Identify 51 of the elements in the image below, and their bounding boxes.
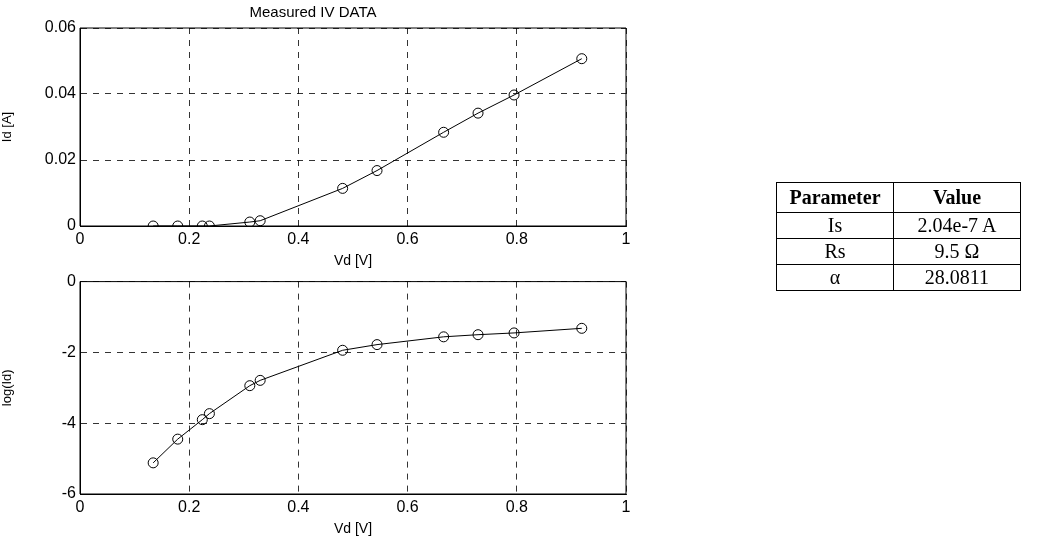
- x-tick-label: 1: [621, 230, 631, 248]
- x-tick-label: 0.6: [396, 498, 419, 516]
- text: 28.0811: [924, 266, 990, 288]
- text: Rs: [824, 240, 846, 262]
- y-tick-label: 0.06: [44, 18, 77, 36]
- point: [508, 327, 520, 339]
- y-tick-label: -6: [61, 484, 77, 502]
- y-tick-label: -2: [61, 342, 77, 360]
- x-tick-label: 0.2: [178, 498, 201, 516]
- category-label: Parameter: [776, 182, 894, 213]
- text: 9.5 Ω: [934, 240, 980, 262]
- x-tick-label: 0.8: [505, 230, 529, 248]
- point: [337, 182, 349, 194]
- y-tick-label: 0.02: [44, 150, 77, 168]
- x-tick-label: 0.4: [287, 230, 310, 248]
- point: [576, 322, 588, 334]
- x-tick-label: 1: [621, 498, 631, 516]
- chart-title: Measured IV DATA: [249, 3, 377, 21]
- category-label: Value: [893, 182, 1021, 213]
- point: [438, 126, 450, 138]
- point: [508, 89, 520, 101]
- y-tick-label: 0: [67, 216, 77, 234]
- point: [472, 329, 484, 341]
- point: [147, 457, 159, 469]
- y-axis-title: Id [A]: [0, 111, 15, 143]
- point: [244, 380, 256, 392]
- point: [254, 215, 266, 226]
- y-tick-label: 0: [67, 272, 77, 290]
- point: [371, 165, 383, 177]
- text: α: [829, 266, 841, 288]
- x-tick-label: 0.6: [396, 230, 419, 248]
- point: [371, 339, 383, 351]
- y-tick-label: -4: [61, 413, 77, 431]
- x-tick-label: 0.4: [287, 498, 310, 516]
- x-axis-title: Vd [V]: [333, 252, 373, 269]
- point: [172, 433, 184, 445]
- text: Is: [827, 214, 843, 236]
- point: [203, 408, 215, 420]
- point: [244, 216, 256, 226]
- point: [337, 344, 349, 356]
- x-tick-label: 0.8: [505, 498, 529, 516]
- x-axis-title: Vd [V]: [333, 520, 373, 537]
- x-tick-label: 0.2: [178, 230, 201, 248]
- point: [254, 374, 266, 386]
- y-axis-title: log(Id): [0, 369, 15, 407]
- point: [196, 414, 208, 426]
- y-tick-label: 0.04: [44, 84, 77, 102]
- text: 2.04e-7 A: [917, 214, 997, 236]
- point: [472, 107, 484, 119]
- point: [576, 53, 588, 65]
- point: [438, 331, 450, 343]
